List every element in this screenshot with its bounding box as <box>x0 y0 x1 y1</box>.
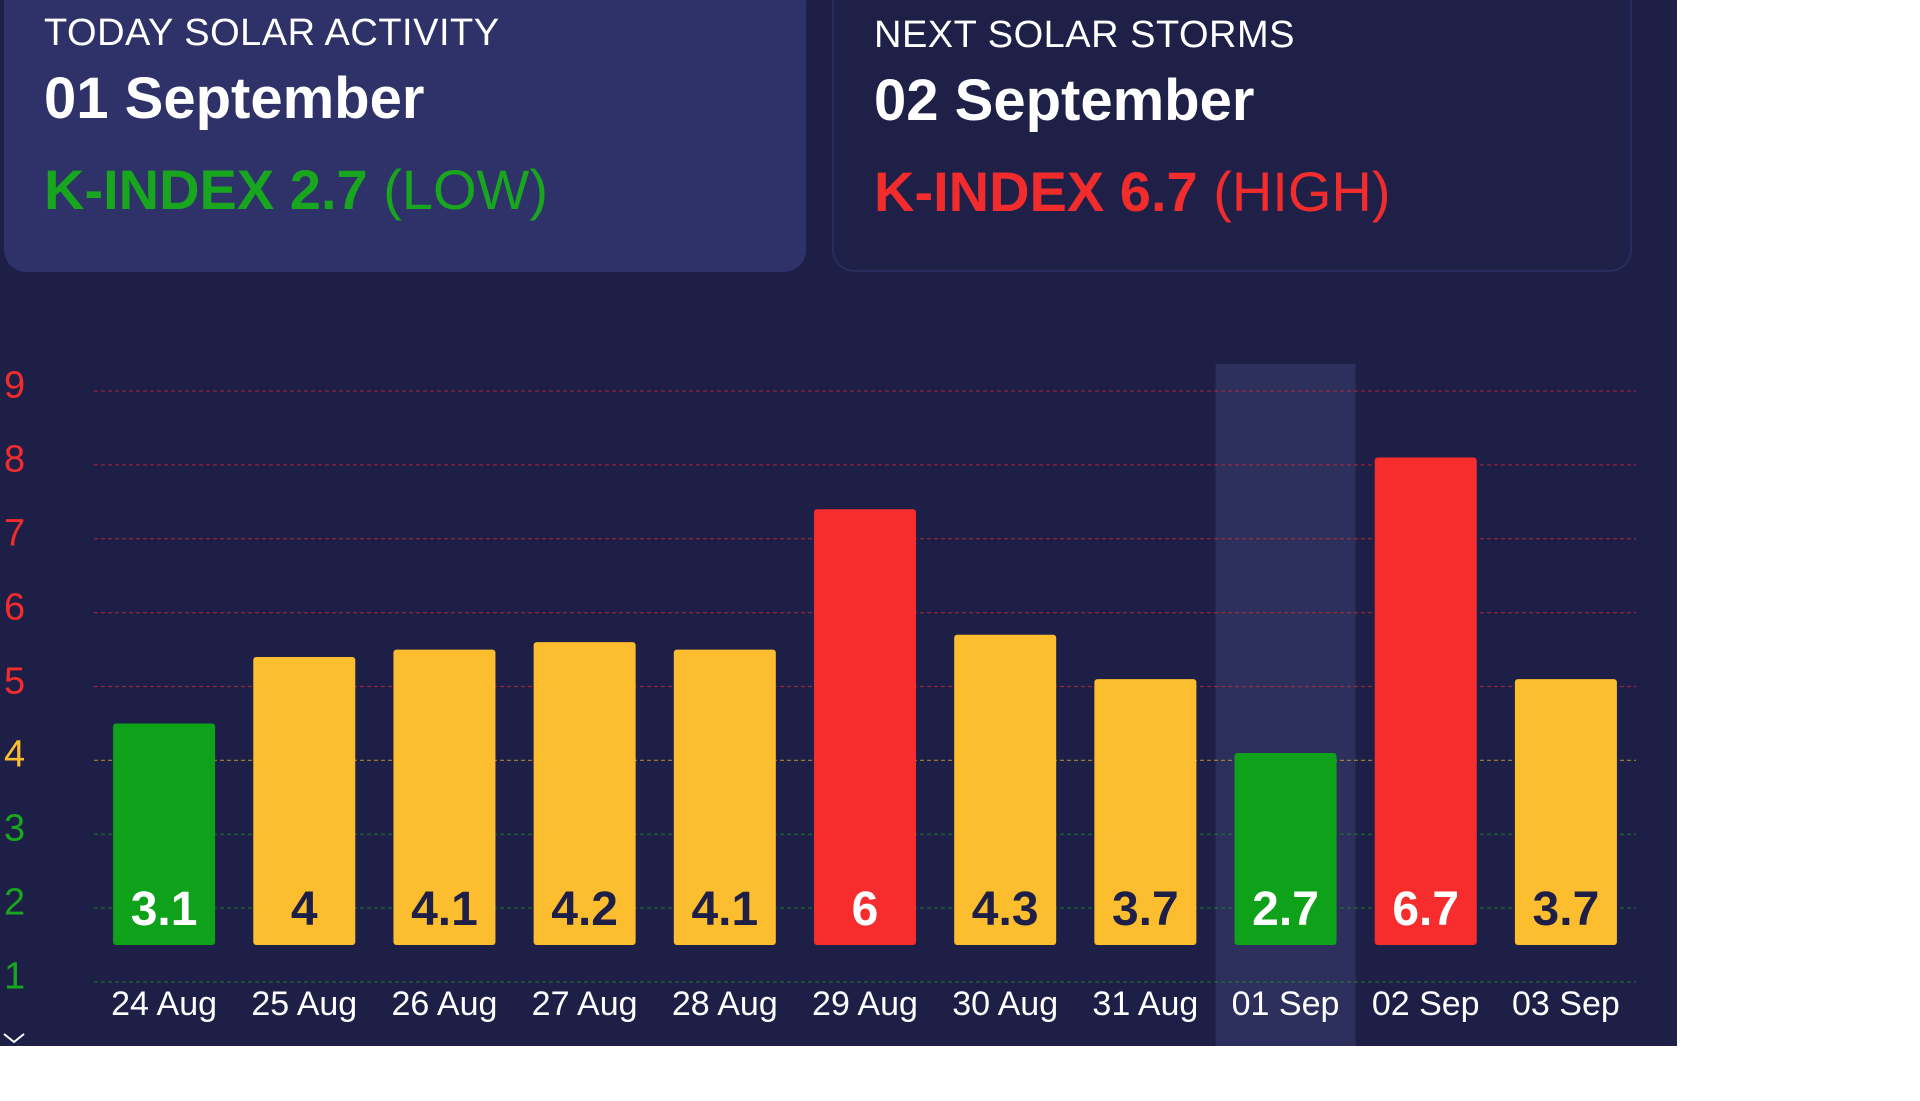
y-tick-label-6: 6 <box>4 586 26 629</box>
next-card-kindex: K-INDEX 6.7 (HIGH) <box>874 159 1391 224</box>
bar-value-label: 3.7 <box>1111 883 1179 936</box>
bar-31-aug[interactable] <box>1094 679 1197 945</box>
k-index-bar-chart <box>94 364 1636 1046</box>
y-tick-label-9: 9 <box>4 364 26 407</box>
x-tick-label: 02 Sep <box>1371 985 1480 1023</box>
next-kindex-level: (HIGH) <box>1213 160 1391 223</box>
today-card-label: TODAY SOLAR ACTIVITY <box>44 12 500 54</box>
solar-activity-panel: TODAY SOLAR ACTIVITY 01 September K-INDE… <box>0 0 1677 1046</box>
bar-value-label: 4.1 <box>411 883 478 936</box>
y-tick-label-7: 7 <box>4 512 26 555</box>
y-tick-label-3: 3 <box>4 807 26 850</box>
today-kindex-level: (LOW) <box>383 158 549 221</box>
today-kindex-value: K-INDEX 2.7 <box>44 158 368 221</box>
next-kindex-value: K-INDEX 6.7 <box>874 160 1198 223</box>
next-card-date: 02 September <box>874 68 1255 133</box>
x-tick-label: 01 Sep <box>1231 985 1340 1023</box>
bar-24-aug[interactable] <box>113 723 216 945</box>
next-solar-storms-card: NEXT SOLAR STORMS 02 September K-INDEX 6… <box>832 0 1632 272</box>
bar-02-sep[interactable] <box>1374 457 1477 945</box>
chevron-down-icon[interactable] <box>2 1032 26 1046</box>
today-card-kindex: K-INDEX 2.7 (LOW) <box>44 157 548 222</box>
bar-value-label: 3.1 <box>130 883 198 936</box>
x-tick-label: 29 Aug <box>812 985 918 1023</box>
x-tick-label: 31 Aug <box>1092 985 1199 1023</box>
bar-value-label: 2.7 <box>1252 883 1319 936</box>
x-tick-label: 30 Aug <box>952 985 1059 1023</box>
today-card-date: 01 September <box>44 66 425 131</box>
bar-29-aug[interactable] <box>814 509 916 945</box>
today-solar-activity-card: TODAY SOLAR ACTIVITY 01 September K-INDE… <box>4 0 806 272</box>
bar-value-label: 4 <box>290 883 318 936</box>
y-tick-label-5: 5 <box>4 660 26 702</box>
x-tick-label: 03 Sep <box>1512 985 1620 1023</box>
bar-value-label: 4.1 <box>691 883 759 936</box>
bar-value-label: 3.7 <box>1532 883 1600 936</box>
y-tick-label-1: 1 <box>4 955 26 998</box>
bar-value-label: 6.7 <box>1392 883 1460 936</box>
bar-01-sep[interactable] <box>1234 752 1337 945</box>
bar-26-aug[interactable] <box>393 649 496 945</box>
x-tick-label: 27 Aug <box>531 985 638 1023</box>
bar-03-sep[interactable] <box>1514 679 1617 945</box>
bar-28-aug[interactable] <box>673 649 776 945</box>
x-tick-label: 28 Aug <box>671 985 778 1023</box>
bar-value-label: 6 <box>851 883 879 936</box>
x-tick-label: 26 Aug <box>391 985 498 1023</box>
next-card-label: NEXT SOLAR STORMS <box>874 14 1295 56</box>
bar-value-label: 4.2 <box>551 883 618 936</box>
bar-30-aug[interactable] <box>954 634 1057 945</box>
y-tick-label-8: 8 <box>4 438 26 481</box>
bar-27-aug[interactable] <box>533 642 636 945</box>
bar-value-label: 4.3 <box>971 883 1039 936</box>
x-tick-label: 25 Aug <box>251 985 358 1023</box>
x-tick-label: 24 Aug <box>111 985 218 1023</box>
y-tick-label-4: 4 <box>4 733 26 776</box>
bar-25-aug[interactable] <box>253 656 356 945</box>
y-tick-label-2: 2 <box>4 881 26 924</box>
